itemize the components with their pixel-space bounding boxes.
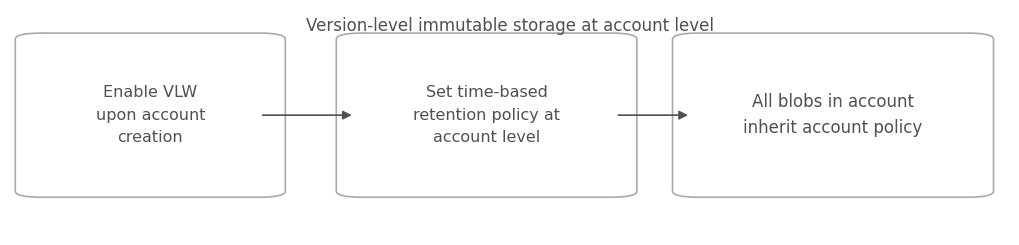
FancyBboxPatch shape bbox=[15, 33, 285, 197]
Text: All blobs in account
inherit account policy: All blobs in account inherit account pol… bbox=[744, 93, 922, 137]
FancyBboxPatch shape bbox=[336, 33, 637, 197]
Text: Set time-based
retention policy at
account level: Set time-based retention policy at accou… bbox=[413, 86, 560, 145]
Text: Enable VLW
upon account
creation: Enable VLW upon account creation bbox=[96, 86, 205, 145]
FancyBboxPatch shape bbox=[673, 33, 994, 197]
Text: Version-level immutable storage at account level: Version-level immutable storage at accou… bbox=[306, 17, 713, 35]
